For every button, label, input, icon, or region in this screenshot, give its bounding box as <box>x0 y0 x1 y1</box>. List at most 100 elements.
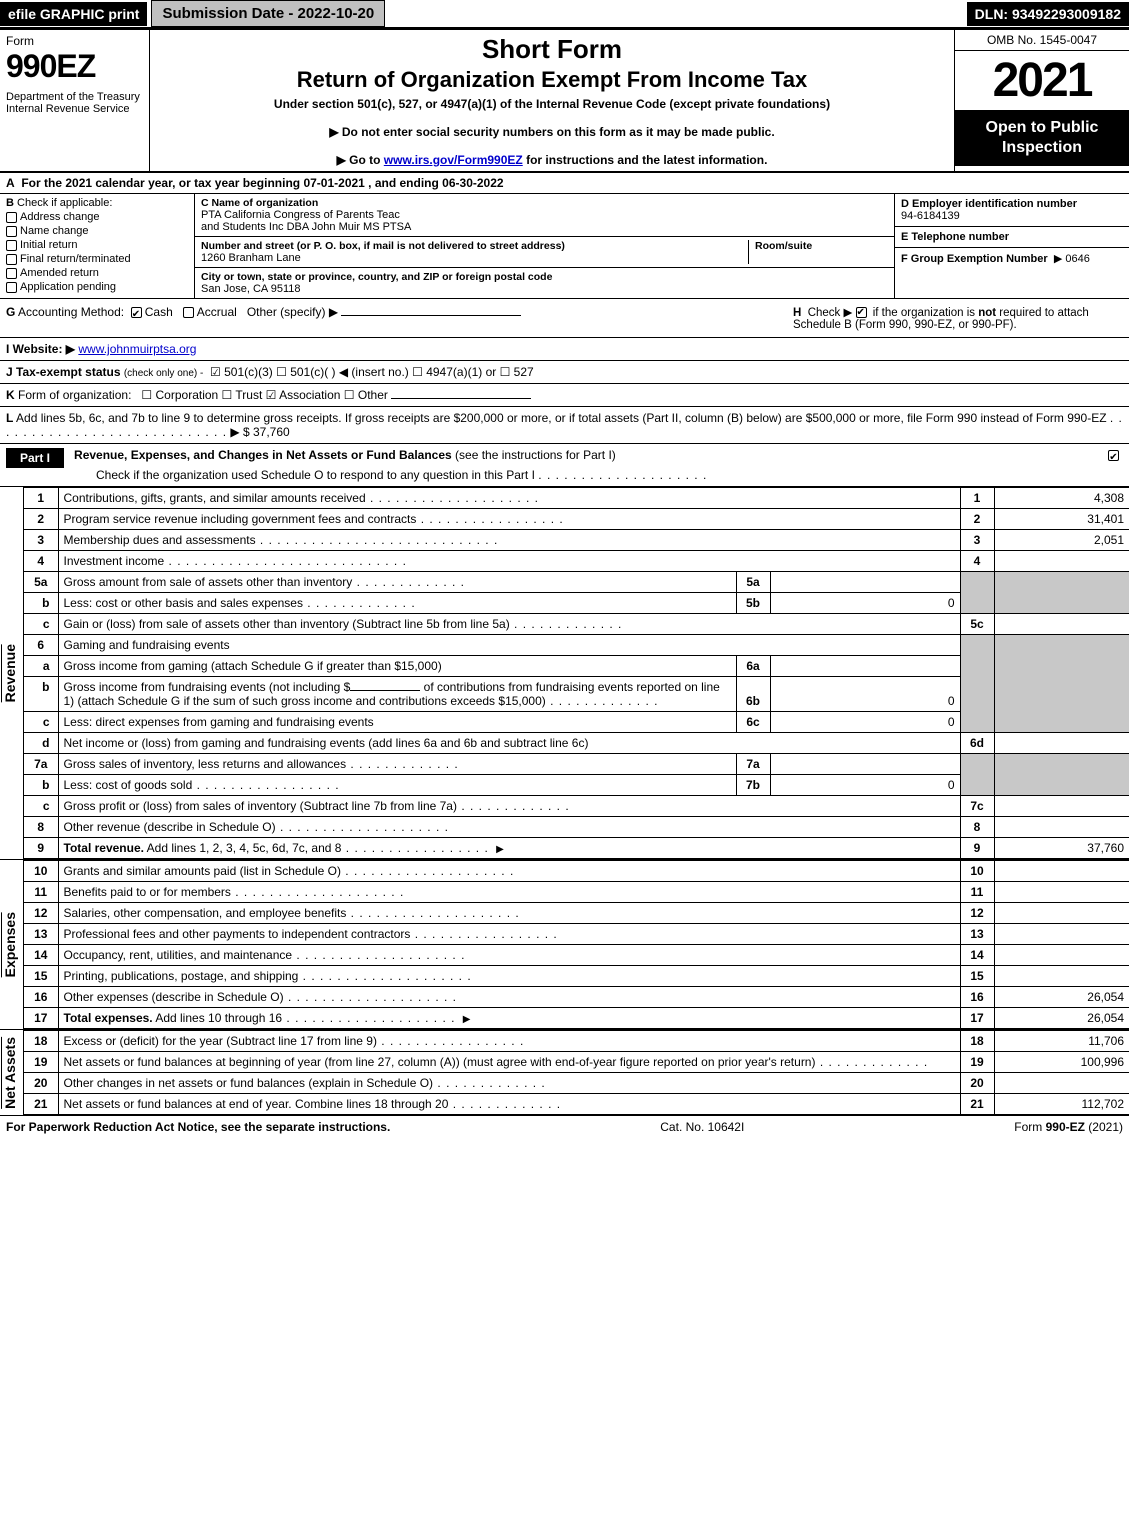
dots-icon <box>352 575 465 589</box>
h-label: H <box>793 307 801 319</box>
line-10: 10 Grants and similar amounts paid (list … <box>24 861 1129 882</box>
grey-cell <box>994 572 1129 614</box>
l6b-amount-input[interactable] <box>350 690 420 691</box>
footer-right-post: (2021) <box>1085 1120 1123 1134</box>
k-other-input[interactable] <box>391 398 531 399</box>
l10-ln: 10 <box>960 861 994 882</box>
g-text: Accounting Method: <box>18 305 124 319</box>
net-assets-heading: Net Assets <box>1 1037 23 1109</box>
lbl-address-change: Address change <box>20 211 100 223</box>
chk-schedule-b[interactable] <box>856 307 867 318</box>
l12-desc: Salaries, other compensation, and employ… <box>64 906 347 920</box>
dots-icon <box>341 841 488 855</box>
e-label: E Telephone number <box>901 231 1123 243</box>
i-label: I Website: ▶ <box>6 342 75 356</box>
lbl-final-return: Final return/terminated <box>20 253 131 265</box>
l21-desc: Net assets or fund balances at end of ye… <box>64 1097 449 1111</box>
h-pre: Check ▶ <box>808 307 856 319</box>
group-exemption-value: 0646 <box>1065 253 1089 265</box>
dots-icon <box>298 969 471 983</box>
form-header: Form 990EZ Department of the Treasury In… <box>0 30 1129 173</box>
part1-header: Part I Revenue, Expenses, and Changes in… <box>0 444 1129 487</box>
instructions-link[interactable]: www.irs.gov/Form990EZ <box>384 153 523 167</box>
department-text: Department of the Treasury Internal Reve… <box>6 91 143 115</box>
chk-cash[interactable] <box>131 307 142 318</box>
l6b-subval: 0 <box>770 677 960 712</box>
submission-date[interactable]: Submission Date - 2022-10-20 <box>151 0 385 27</box>
l7c-ln: 7c <box>960 796 994 817</box>
section-def: D Employer identification number 94-6184… <box>894 194 1129 298</box>
dots-icon <box>433 1076 546 1090</box>
l5c-desc: Gain or (loss) from sale of assets other… <box>64 617 510 631</box>
l9-desc: Total revenue. <box>64 841 144 855</box>
chk-address-change[interactable] <box>6 212 17 223</box>
top-bar: efile GRAPHIC print Submission Date - 20… <box>0 0 1129 30</box>
g-label: G <box>6 305 15 319</box>
l20-val <box>994 1073 1129 1094</box>
line-12: 12Salaries, other compensation, and empl… <box>24 903 1129 924</box>
g-other: Other (specify) ▶ <box>247 305 338 319</box>
l16-ln: 16 <box>960 987 994 1008</box>
l12-val <box>994 903 1129 924</box>
l5b-no: b <box>24 593 58 614</box>
dots-icon <box>510 617 623 631</box>
l8-no: 8 <box>24 817 58 838</box>
chk-application-pending[interactable] <box>6 282 17 293</box>
website-link[interactable]: www.johnmuirptsa.org <box>78 342 196 356</box>
dots-icon <box>815 1055 928 1069</box>
l4-val <box>994 551 1129 572</box>
chk-initial-return[interactable] <box>6 240 17 251</box>
chk-name-change[interactable] <box>6 226 17 237</box>
line-3: 3 Membership dues and assessments 3 2,05… <box>24 530 1129 551</box>
k-opts: ☐ Corporation ☐ Trust ☑ Association ☐ Ot… <box>141 388 387 402</box>
dots-icon <box>292 948 465 962</box>
goto-prefix: ▶ Go to <box>337 153 384 167</box>
l2-no: 2 <box>24 509 58 530</box>
l1-no: 1 <box>24 488 58 509</box>
l5b-subval: 0 <box>770 593 960 614</box>
l9-desc2: Add lines 1, 2, 3, 4, 5c, 6d, 7c, and 8 <box>144 841 341 855</box>
chk-final-return[interactable] <box>6 254 17 265</box>
efile-label[interactable]: efile GRAPHIC print <box>0 2 147 26</box>
header-grid: B Check if applicable: Address change Na… <box>0 194 1129 299</box>
l18-ln: 18 <box>960 1031 994 1052</box>
line-15: 15Printing, publications, postage, and s… <box>24 966 1129 987</box>
section-i: I Website: ▶ www.johnmuirptsa.org <box>0 338 1129 361</box>
line-a-text: For the 2021 calendar year, or tax year … <box>21 176 503 190</box>
chk-accrual[interactable] <box>183 307 194 318</box>
expenses-table: 10 Grants and similar amounts paid (list … <box>24 860 1129 1029</box>
l2-desc: Program service revenue including govern… <box>64 512 417 526</box>
dots-icon <box>231 885 404 899</box>
l15-val <box>994 966 1129 987</box>
net-assets-table: 18Excess or (deficit) for the year (Subt… <box>24 1030 1129 1115</box>
line-16: 16Other expenses (describe in Schedule O… <box>24 987 1129 1008</box>
dln-label: DLN: 93492293009182 <box>967 2 1129 26</box>
chk-schedule-o-part1[interactable] <box>1108 450 1119 461</box>
grey-cell <box>960 754 994 796</box>
line-21: 21Net assets or fund balances at end of … <box>24 1094 1129 1115</box>
l6b-sub: 6b <box>736 677 770 712</box>
chk-amended-return[interactable] <box>6 268 17 279</box>
line-7a: 7a Gross sales of inventory, less return… <box>24 754 1129 775</box>
l10-desc: Grants and similar amounts paid (list in… <box>64 864 341 878</box>
form-id-block: Form 990EZ Department of the Treasury In… <box>0 30 150 171</box>
f-arrow: ▶ <box>1054 253 1062 265</box>
footer-right-pre: Form <box>1014 1120 1045 1134</box>
l4-no: 4 <box>24 551 58 572</box>
grey-cell <box>960 635 994 733</box>
arrow-icon <box>459 1011 475 1025</box>
l7b-subval: 0 <box>770 775 960 796</box>
l5c-val <box>994 614 1129 635</box>
dots-icon <box>276 820 449 834</box>
l19-ln: 19 <box>960 1052 994 1073</box>
l11-ln: 11 <box>960 882 994 903</box>
line-1: 1 Contributions, gifts, grants, and simi… <box>24 488 1129 509</box>
l8-val <box>994 817 1129 838</box>
net-assets-section: Net Assets 18Excess or (deficit) for the… <box>0 1030 1129 1116</box>
form-number: 990EZ <box>6 48 143 85</box>
l19-no: 19 <box>24 1052 58 1073</box>
l-text: Add lines 5b, 6c, and 7b to line 9 to de… <box>16 411 1107 425</box>
g-other-input[interactable] <box>341 315 521 316</box>
grey-cell <box>994 754 1129 796</box>
l19-val: 100,996 <box>994 1052 1129 1073</box>
